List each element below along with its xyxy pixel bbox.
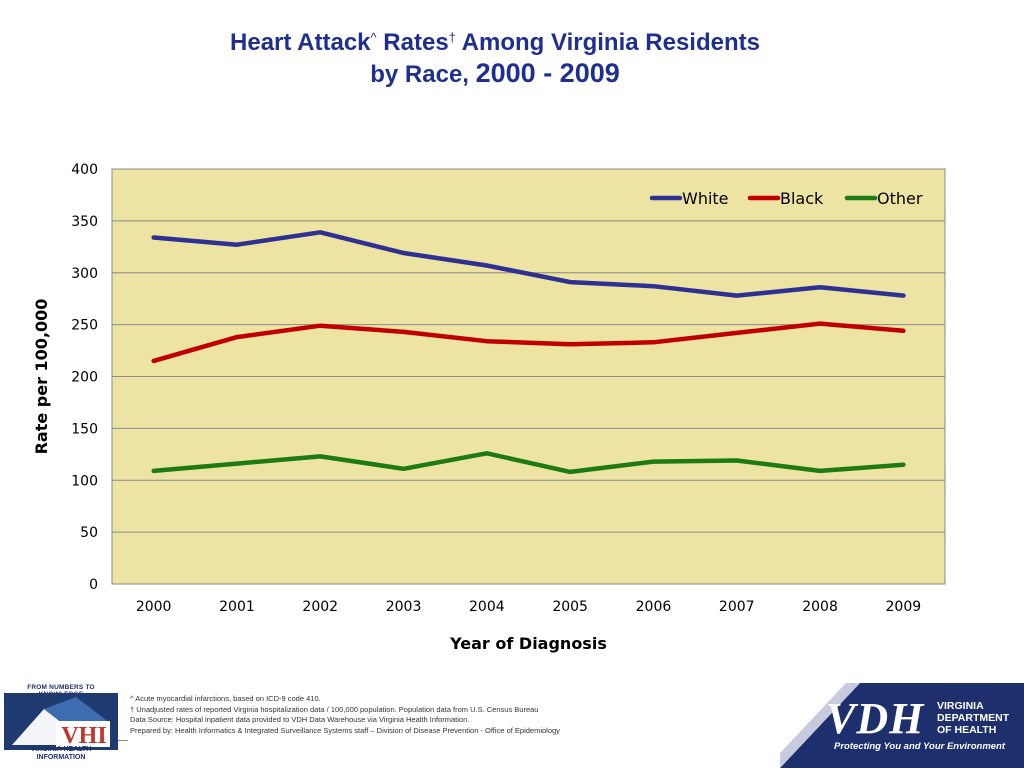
data-point-black	[901, 329, 905, 333]
title-footnote-dagger: †	[448, 30, 456, 45]
vdh-dept-line2: DEPARTMENT	[937, 712, 1010, 724]
title-footnote-caret: ^	[370, 30, 377, 45]
data-point-white	[735, 294, 739, 298]
title-text-heart-attack: Heart Attack	[230, 29, 371, 56]
vdh-mark: VDH	[826, 694, 925, 743]
x-tick-label: 2009	[886, 599, 922, 615]
footnote-caret: ^ Acute myocardial infarctions, based on…	[130, 694, 321, 703]
data-point-white	[485, 263, 489, 267]
x-tick-label: 2005	[552, 599, 588, 615]
y-tick-label: 250	[71, 318, 98, 334]
chart-title: Heart Attack^ Rates† Among Virginia Resi…	[0, 22, 990, 90]
data-point-white	[318, 230, 322, 234]
vhi-emblem: VHI	[4, 693, 118, 750]
data-point-white	[818, 285, 822, 289]
y-tick-label: 150	[71, 421, 98, 437]
data-point-black	[235, 335, 239, 339]
x-tick-label: 2007	[719, 599, 755, 615]
title-text-by-race: by Race,	[370, 61, 476, 88]
x-tick-label: 2000	[136, 599, 172, 615]
vhi-house-icon: VHI	[4, 693, 118, 750]
data-point-black	[568, 342, 572, 346]
y-tick-label: 400	[71, 162, 98, 178]
title-text-rates: Rates	[376, 29, 449, 56]
y-tick-label: 50	[80, 525, 98, 541]
chart-title-line1: Heart Attack^ Rates† Among Virginia Resi…	[0, 22, 990, 58]
data-point-other	[901, 463, 905, 467]
data-point-other	[651, 460, 655, 464]
data-point-white	[901, 294, 905, 298]
x-tick-label: 2008	[802, 599, 838, 615]
vdh-dept-line1: VIRGINIA	[937, 700, 984, 712]
prepared-by-note: Prepared by: Health Informatics & Integr…	[130, 725, 560, 735]
data-point-black	[818, 322, 822, 326]
data-point-other	[235, 462, 239, 466]
vhi-mark-text: VHI	[61, 723, 106, 749]
x-tick-label: 2004	[469, 599, 505, 615]
data-point-white	[152, 235, 156, 239]
y-tick-label: 350	[71, 214, 98, 230]
series-line-white	[151, 230, 906, 298]
data-point-black	[152, 359, 156, 363]
data-point-white	[651, 284, 655, 288]
footnote-dagger: † Unadjusted rates of reported Virginia …	[130, 704, 539, 714]
data-point-other	[318, 454, 322, 458]
data-point-black	[485, 339, 489, 343]
data-point-other	[152, 469, 156, 473]
y-tick-label: 300	[71, 266, 98, 282]
series-line-other	[151, 451, 906, 475]
data-point-other	[402, 467, 406, 471]
data-point-black	[402, 330, 406, 334]
y-axis-title: Rate per 100,000	[32, 299, 51, 455]
series-line-black	[151, 321, 906, 364]
x-tick-label: 2006	[636, 599, 672, 615]
x-tick-label: 2003	[386, 599, 422, 615]
x-axis-title: Year of Diagnosis	[449, 634, 607, 653]
title-text-years: 2000 - 2009	[475, 58, 620, 88]
vhi-name-line1: VIRGINIA HEALTH	[30, 746, 92, 753]
footer-divider	[118, 740, 128, 741]
y-tick-label: 100	[71, 473, 98, 489]
vhi-logo: FROM NUMBERS TO KNOWLEDGE VHI VIRGINIA H…	[4, 684, 118, 764]
vhi-name-line2: INFORMATION	[36, 754, 86, 761]
data-point-white	[235, 243, 239, 247]
vdh-department-name: VIRGINIA DEPARTMENT OF HEALTH	[937, 700, 1009, 736]
data-point-other	[568, 470, 572, 474]
y-tick-label: 200	[71, 370, 98, 386]
title-text-among: Among Virginia Residents	[455, 29, 760, 56]
vhi-name: VIRGINIA HEALTH INFORMATION	[4, 746, 118, 762]
data-point-other	[735, 459, 739, 463]
data-point-other	[485, 451, 489, 455]
data-point-other	[818, 469, 822, 473]
vdh-band	[780, 683, 1024, 768]
data-point-white	[568, 280, 572, 284]
chart-title-line2: by Race, 2000 - 2009	[0, 58, 990, 90]
data-point-white	[402, 251, 406, 255]
footnotes: ^ Acute myocardial infarctions, based on…	[130, 694, 560, 736]
line-chart: 0 50 100 150 200 250 300 350 400 2000 2001 2002 2003…	[32, 162, 946, 653]
vdh-slogan: Protecting You and Your Environment	[834, 741, 1006, 752]
data-source-note: Data Source: Hospital inpatient data pro…	[130, 715, 470, 724]
legend-label-other: Other	[877, 189, 923, 208]
x-tick-label: 2001	[219, 599, 255, 615]
legend-label-black: Black	[780, 189, 824, 208]
legend-label-white: White	[682, 189, 729, 208]
vdh-dept-line3: OF HEALTH	[937, 724, 997, 736]
data-point-black	[735, 331, 739, 335]
data-point-black	[651, 340, 655, 344]
y-tick-label: 0	[89, 577, 98, 593]
x-tick-label: 2002	[302, 599, 338, 615]
data-point-black	[318, 324, 322, 328]
